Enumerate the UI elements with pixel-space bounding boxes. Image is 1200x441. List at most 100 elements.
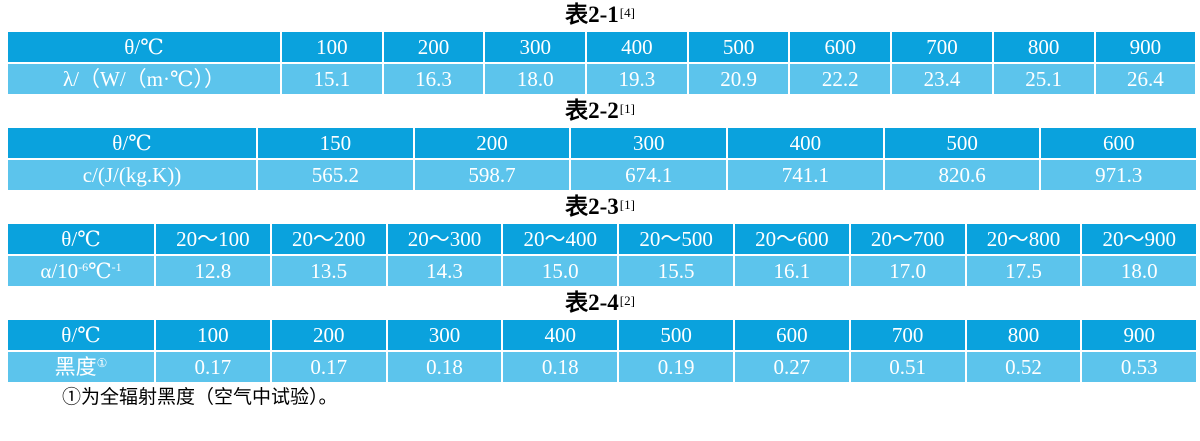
header-cell: 20～900 xyxy=(1080,222,1199,256)
value-cell: 0.52 xyxy=(964,350,1083,384)
header-cell: 500 xyxy=(882,126,1042,160)
row-label: θ/℃ xyxy=(6,222,156,256)
label-superscript: -1 xyxy=(111,260,122,274)
value-cell: 674.1 xyxy=(569,158,729,192)
value-cell: 741.1 xyxy=(726,158,885,192)
table-header-row: θ/℃ 20～100 20～200 20～300 20～400 20～500 2… xyxy=(6,222,1199,256)
value-cell: 16.3 xyxy=(381,62,486,96)
value-cell: 22.2 xyxy=(788,62,893,96)
table-2-1-caption: 表2-1[4] xyxy=(0,0,1200,30)
value-cell: 820.6 xyxy=(882,158,1042,192)
table-value-row: λ/（W/（m·℃）） 15.1 16.3 18.0 19.3 20.9 22.… xyxy=(6,62,1198,96)
table-header-row: θ/℃ 100 200 300 400 500 600 700 800 900 xyxy=(6,30,1198,64)
table-title: 表2-1 xyxy=(565,2,619,27)
footnote-marker: ① xyxy=(96,356,108,370)
header-cell: 600 xyxy=(732,318,851,352)
value-cell: 0.19 xyxy=(617,350,735,384)
value-cell: 0.18 xyxy=(385,350,504,384)
row-label: λ/（W/（m·℃）） xyxy=(6,62,282,96)
reference-marker: [1] xyxy=(619,197,635,212)
row-label: α/10-6℃-1 xyxy=(6,254,156,288)
header-cell: 600 xyxy=(788,30,893,64)
footnote: ①为全辐射黑度（空气中试验）。 xyxy=(62,387,338,408)
value-cell: 23.4 xyxy=(890,62,994,96)
header-cell: 400 xyxy=(585,30,689,64)
row-label: θ/℃ xyxy=(6,318,156,352)
table-2-3-caption: 表2-3[1] xyxy=(0,192,1200,222)
row-label: θ/℃ xyxy=(6,126,258,160)
value-cell: 17.5 xyxy=(964,254,1083,288)
value-cell: 565.2 xyxy=(256,158,415,192)
value-cell: 17.0 xyxy=(848,254,967,288)
header-cell: 100 xyxy=(280,30,384,64)
header-cell: 300 xyxy=(569,126,729,160)
header-cell: 20～300 xyxy=(385,222,504,256)
table-value-row: 黑度① 0.17 0.17 0.18 0.18 0.19 0.27 0.51 0… xyxy=(6,350,1199,384)
header-cell: 300 xyxy=(483,30,588,64)
table-header-row: θ/℃ 150 200 300 400 500 600 xyxy=(6,126,1199,160)
header-cell: 150 xyxy=(256,126,415,160)
table-2-4-caption: 表2-4[2] xyxy=(0,288,1200,318)
value-cell: 971.3 xyxy=(1039,158,1199,192)
value-cell: 0.17 xyxy=(269,350,388,384)
label-superscript: -6 xyxy=(78,260,89,274)
row-label: θ/℃ xyxy=(6,30,282,64)
table-value-row: c/(J/(kg.K)) 565.2 598.7 674.1 741.1 820… xyxy=(6,158,1199,192)
header-cell: 600 xyxy=(1039,126,1199,160)
header-cell: 700 xyxy=(890,30,994,64)
header-cell: 100 xyxy=(154,318,272,352)
value-cell: 15.5 xyxy=(617,254,735,288)
header-cell: 20～500 xyxy=(617,222,735,256)
reference-marker: [4] xyxy=(619,5,635,20)
table-2-3: θ/℃ 20～100 20～200 20～300 20～400 20～500 2… xyxy=(6,222,1199,288)
value-cell: 18.0 xyxy=(483,62,588,96)
header-cell: 400 xyxy=(726,126,885,160)
value-cell: 16.1 xyxy=(732,254,851,288)
label-text: 黑度 xyxy=(54,355,97,379)
value-cell: 0.27 xyxy=(732,350,851,384)
header-cell: 20～100 xyxy=(154,222,272,256)
table-2-2: θ/℃ 150 200 300 400 500 600 c/(J/(kg.K))… xyxy=(6,126,1199,192)
row-label: 黑度① xyxy=(6,350,156,384)
value-cell: 19.3 xyxy=(585,62,689,96)
header-cell: 800 xyxy=(991,30,1096,64)
header-cell: 200 xyxy=(269,318,388,352)
table-2-4: θ/℃ 100 200 300 400 500 600 700 800 900 … xyxy=(6,318,1199,384)
table-2-1: θ/℃ 100 200 300 400 500 600 700 800 900 … xyxy=(6,30,1198,96)
label-text: α/10 xyxy=(40,259,79,283)
value-cell: 0.17 xyxy=(154,350,272,384)
reference-marker: [1] xyxy=(619,101,635,116)
header-cell: 200 xyxy=(381,30,486,64)
label-unit: ℃ xyxy=(88,259,112,283)
header-cell: 400 xyxy=(501,318,620,352)
header-cell: 800 xyxy=(964,318,1083,352)
header-cell: 700 xyxy=(848,318,967,352)
header-cell: 20～400 xyxy=(501,222,620,256)
header-cell: 900 xyxy=(1080,318,1199,352)
value-cell: 25.1 xyxy=(991,62,1096,96)
header-cell: 500 xyxy=(617,318,735,352)
table-title: 表2-4 xyxy=(565,290,619,315)
value-cell: 26.4 xyxy=(1093,62,1198,96)
value-cell: 0.53 xyxy=(1080,350,1199,384)
value-cell: 18.0 xyxy=(1080,254,1199,288)
value-cell: 598.7 xyxy=(412,158,572,192)
value-cell: 13.5 xyxy=(269,254,388,288)
table-2-2-caption: 表2-2[1] xyxy=(0,96,1200,126)
value-cell: 14.3 xyxy=(385,254,504,288)
header-cell: 500 xyxy=(686,30,791,64)
header-cell: 20～200 xyxy=(269,222,388,256)
reference-marker: [2] xyxy=(619,293,635,308)
table-header-row: θ/℃ 100 200 300 400 500 600 700 800 900 xyxy=(6,318,1199,352)
table-value-row: α/10-6℃-1 12.8 13.5 14.3 15.0 15.5 16.1 … xyxy=(6,254,1199,288)
header-cell: 200 xyxy=(412,126,572,160)
header-cell: 20～700 xyxy=(848,222,967,256)
table-title: 表2-2 xyxy=(565,98,619,123)
value-cell: 15.0 xyxy=(501,254,620,288)
value-cell: 0.51 xyxy=(848,350,967,384)
value-cell: 0.18 xyxy=(501,350,620,384)
value-cell: 15.1 xyxy=(280,62,384,96)
value-cell: 12.8 xyxy=(154,254,272,288)
header-cell: 20～600 xyxy=(732,222,851,256)
value-cell: 20.9 xyxy=(686,62,791,96)
